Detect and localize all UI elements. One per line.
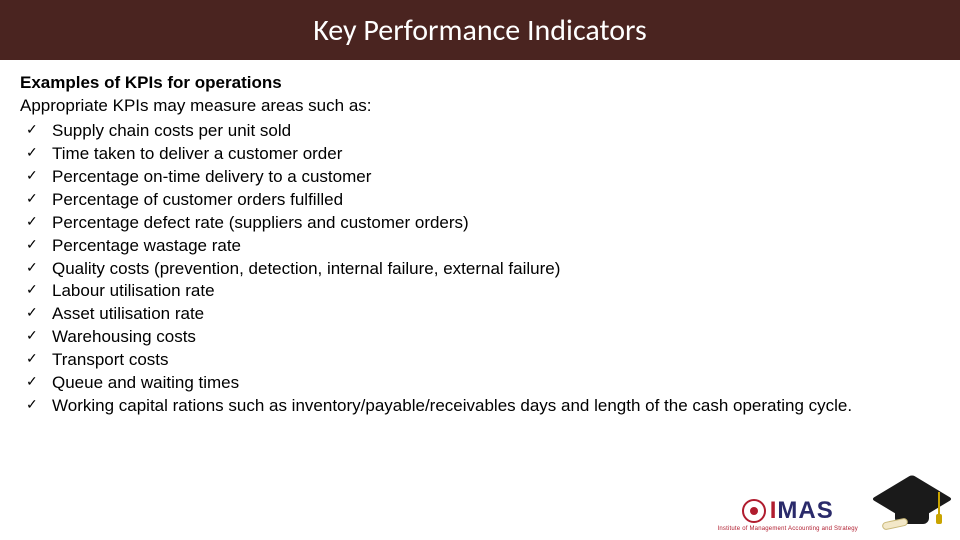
list-item-text: Quality costs (prevention, detection, in…	[52, 259, 560, 278]
check-icon: ✓	[26, 303, 38, 322]
logo-subtitle: Institute of Management Accounting and S…	[718, 526, 858, 532]
title-bar: Key Performance Indicators	[0, 0, 960, 60]
org-logo: IMAS Institute of Management Accounting …	[718, 497, 858, 532]
list-item: ✓ Time taken to deliver a customer order	[20, 143, 940, 166]
check-icon: ✓	[26, 143, 38, 162]
check-icon: ✓	[26, 212, 38, 231]
list-item: ✓ Transport costs	[20, 349, 940, 372]
check-icon: ✓	[26, 326, 38, 345]
slide-title: Key Performance Indicators	[313, 12, 646, 49]
logo-text: IMAS	[770, 497, 834, 525]
list-item-text: Asset utilisation rate	[52, 304, 204, 323]
list-item-text: Transport costs	[52, 350, 169, 369]
list-item: ✓ Percentage defect rate (suppliers and c…	[20, 212, 940, 235]
list-item: ✓ Warehousing costs	[20, 326, 940, 349]
list-item-text: Percentage on-time delivery to a custome…	[52, 167, 371, 186]
list-item-text: Warehousing costs	[52, 327, 196, 346]
list-item-text: Time taken to deliver a customer order	[52, 144, 342, 163]
content-subtitle: Examples of KPIs for operations	[20, 72, 940, 95]
content-intro: Appropriate KPIs may measure areas such …	[20, 95, 940, 118]
list-item-text: Queue and waiting times	[52, 373, 239, 392]
graduation-cap-icon	[882, 482, 942, 532]
list-item-text: Labour utilisation rate	[52, 281, 215, 300]
logo-main: IMAS	[742, 497, 834, 525]
list-item: ✓ Percentage on-time delivery to a custom…	[20, 166, 940, 189]
list-item-text: Percentage defect rate (suppliers and cu…	[52, 213, 469, 232]
list-item: ✓ Percentage wastage rate	[20, 235, 940, 258]
check-icon: ✓	[26, 189, 38, 208]
kpi-list: ✓ Supply chain costs per unit sold ✓ Time …	[20, 120, 940, 418]
check-icon: ✓	[26, 166, 38, 185]
list-item: ✓ Labour utilisation rate	[20, 280, 940, 303]
check-icon: ✓	[26, 349, 38, 368]
check-icon: ✓	[26, 120, 38, 139]
check-icon: ✓	[26, 280, 38, 299]
list-item-text: Percentage of customer orders fulfilled	[52, 190, 343, 209]
check-icon: ✓	[26, 372, 38, 391]
list-item: ✓ Supply chain costs per unit sold	[20, 120, 940, 143]
list-item: ✓ Asset utilisation rate	[20, 303, 940, 326]
check-icon: ✓	[26, 395, 38, 414]
list-item: ✓ Working capital rations such as invento…	[20, 395, 940, 418]
list-item-text: Working capital rations such as inventor…	[52, 396, 852, 415]
footer: IMAS Institute of Management Accounting …	[718, 482, 942, 532]
content-area: Examples of KPIs for operations Appropri…	[0, 60, 960, 418]
list-item: ✓ Queue and waiting times	[20, 372, 940, 395]
list-item: ✓ Quality costs (prevention, detection, i…	[20, 258, 940, 281]
slide: Key Performance Indicators Examples of K…	[0, 0, 960, 540]
check-icon: ✓	[26, 235, 38, 254]
list-item: ✓ Percentage of customer orders fulfilled	[20, 189, 940, 212]
logo-text-suffix: MAS	[777, 497, 833, 524]
check-icon: ✓	[26, 258, 38, 277]
list-item-text: Supply chain costs per unit sold	[52, 121, 291, 140]
logo-circle-icon	[742, 499, 766, 523]
list-item-text: Percentage wastage rate	[52, 236, 241, 255]
